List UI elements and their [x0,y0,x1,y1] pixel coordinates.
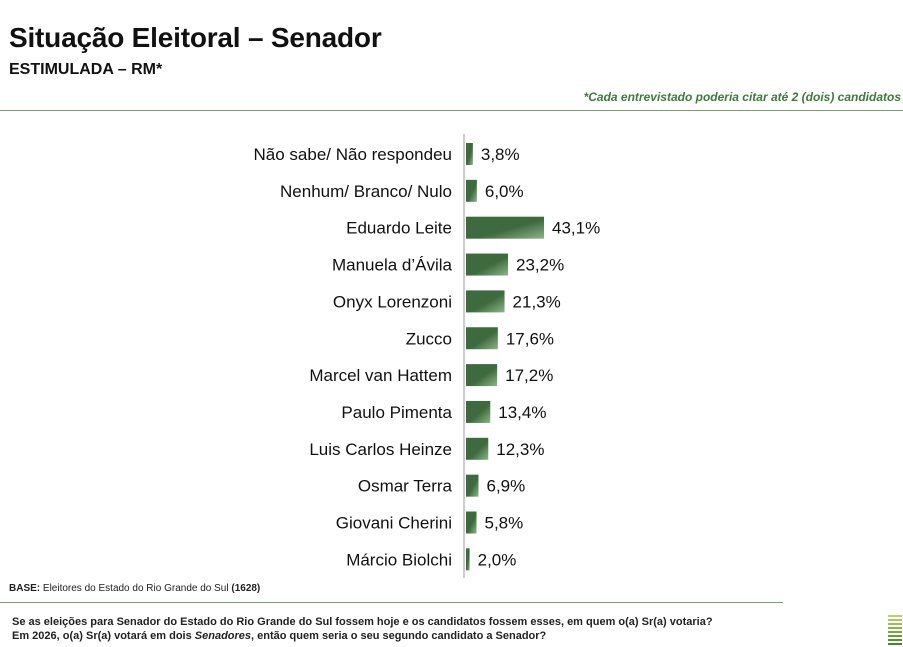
data-label: 21,3% [513,292,561,311]
data-label: 12,3% [496,440,544,459]
data-label: 17,6% [506,329,554,348]
data-label: 17,2% [505,366,553,385]
category-label: Luis Carlos Heinze [309,440,452,459]
stripe [888,627,902,629]
bar [466,400,491,423]
survey-question: Se as eleições para Senador do Estado do… [12,615,713,643]
question-line-1: Se as eleições para Senador do Estado do… [12,616,713,628]
category-label: Giovani Cherini [336,514,452,533]
data-label: 2,0% [478,550,517,569]
data-label: 6,0% [485,182,524,201]
category-label: Não sabe/ Não respondeu [254,145,452,164]
category-label: Osmar Terra [358,477,453,496]
data-label: 6,9% [486,477,525,496]
footnote-note: *Cada entrevistado poderia citar até 2 (… [583,90,901,104]
bar [466,474,479,497]
stripe [888,643,902,645]
bottom-divider [0,602,783,603]
bar [466,511,477,534]
data-label: 5,8% [484,514,523,533]
question-emphasis: Senadores [194,630,252,642]
bar [466,253,508,276]
bar [466,327,498,350]
bar-chart: Não sabe/ Não respondeu 3,8% Nenhum/ Branc… [254,134,600,578]
category-label: Manuela d’Ávila [332,256,453,275]
bar [466,216,545,239]
data-label: 43,1% [552,219,600,238]
category-label: Nenhum/ Branco/ Nulo [280,182,452,201]
bar [466,143,473,165]
base-text: Eleitores do Estado do Rio Grande do Sul [40,583,232,594]
data-label: 23,2% [516,256,564,275]
stripe [888,623,902,625]
top-divider [0,110,903,111]
bar [466,548,470,571]
chart-title: Situação Eleitoral – Senador [9,22,382,53]
stripe [888,639,902,641]
base-label: BASE: [9,583,41,594]
bar [466,290,505,313]
stripe [888,631,902,633]
question-line-2: Em 2026, o(a) Sr(a) votará em dois Senad… [12,630,547,642]
category-label: Zucco [406,329,452,348]
stripe [888,635,902,637]
bar [466,179,477,202]
base-count: (1628) [231,583,261,594]
base-note: BASE: Eleitores do Estado do Rio Grande … [9,583,260,594]
bars-layer: Não sabe/ Não respondeu 3,8% Nenhum/ Branc… [254,143,600,571]
stripe [888,615,902,617]
category-label: Paulo Pimenta [341,403,452,422]
category-label: Eduardo Leite [346,219,452,238]
stripe [888,619,902,621]
bar [466,364,498,387]
category-label: Onyx Lorenzoni [333,292,452,311]
chart-subtitle: ESTIMULADA – RM* [9,61,163,78]
brand-stripe-icon [888,615,902,647]
data-label: 3,8% [481,145,520,164]
category-label: Marcel van Hattem [309,366,452,385]
data-label: 13,4% [498,403,546,422]
category-label: Márcio Biolchi [346,550,452,569]
bar [466,437,489,460]
